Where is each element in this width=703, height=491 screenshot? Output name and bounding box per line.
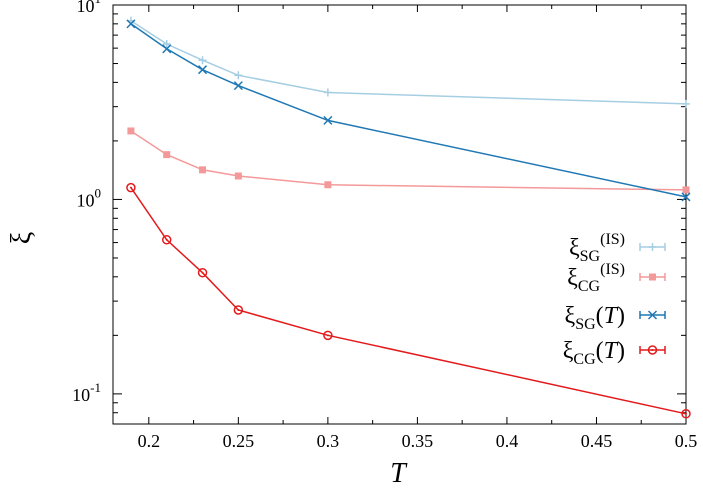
legend-swatch <box>639 345 666 355</box>
series-1 <box>126 16 690 108</box>
x-tick-label: 0.25 <box>223 431 255 451</box>
data-point <box>127 127 135 135</box>
legend-marker <box>649 273 656 281</box>
data-point <box>323 330 333 341</box>
data-point <box>126 182 136 193</box>
data-point <box>126 19 136 29</box>
x-tick-label: 0.2 <box>138 431 161 451</box>
y-tick-label: 100 <box>77 185 102 210</box>
data-point <box>163 151 171 159</box>
legend-marker <box>647 345 658 355</box>
x-tick-label: 0.5 <box>675 431 698 451</box>
series-line <box>130 23 687 198</box>
data-point <box>682 186 690 194</box>
series-line <box>130 20 687 105</box>
series-3 <box>126 19 691 202</box>
legend-label: ξCG(IS) <box>567 261 625 295</box>
series-line <box>130 130 687 191</box>
legend: ξSG(IS)ξCG(IS) ξSG(T) ξCG(T) <box>563 231 666 368</box>
x-tick-label: 0.3 <box>317 431 340 451</box>
series-2 <box>127 127 690 194</box>
x-axis-title: T <box>390 458 408 489</box>
data-point <box>234 71 243 80</box>
y-tick-label: 10-1 <box>72 380 101 405</box>
x-tick-label: 0.45 <box>581 431 613 451</box>
legend-label: ξCG(T) <box>563 338 625 368</box>
series-4 <box>126 182 691 419</box>
data-point <box>199 166 207 174</box>
legend-marker <box>647 310 658 320</box>
data-point <box>198 65 208 75</box>
data-point <box>323 88 332 97</box>
x-tick-label: 0.35 <box>402 431 434 451</box>
series-line <box>130 187 687 415</box>
legend-swatch <box>639 243 666 251</box>
y-axis-title: ξ <box>6 232 37 244</box>
data-point <box>681 409 691 419</box>
legend-swatch <box>639 273 666 281</box>
data-point <box>233 81 243 91</box>
data-point <box>162 40 171 49</box>
plot-border <box>112 4 687 425</box>
data-point <box>233 305 244 315</box>
data-point <box>161 235 172 245</box>
data-point <box>682 99 690 108</box>
data-point <box>681 192 691 202</box>
data-point <box>324 181 332 189</box>
legend-label: ξSG(T) <box>564 303 625 333</box>
y-tick-label: 101 <box>77 0 102 16</box>
x-tick-label: 0.4 <box>496 431 519 451</box>
data-point <box>198 56 207 65</box>
data-point <box>234 172 242 180</box>
series-layer <box>126 16 691 419</box>
data-point <box>323 115 333 125</box>
ticks: 0.2 0.25 0.3 0.35 0.4 0.45 0.5 101 100 10-1 <box>72 0 697 451</box>
data-point <box>162 44 172 54</box>
legend-swatch <box>639 310 666 320</box>
data-point <box>197 267 208 278</box>
plot-frame <box>112 4 687 425</box>
legend-marker <box>648 243 657 251</box>
legend-label: ξSG(IS) <box>569 231 625 265</box>
